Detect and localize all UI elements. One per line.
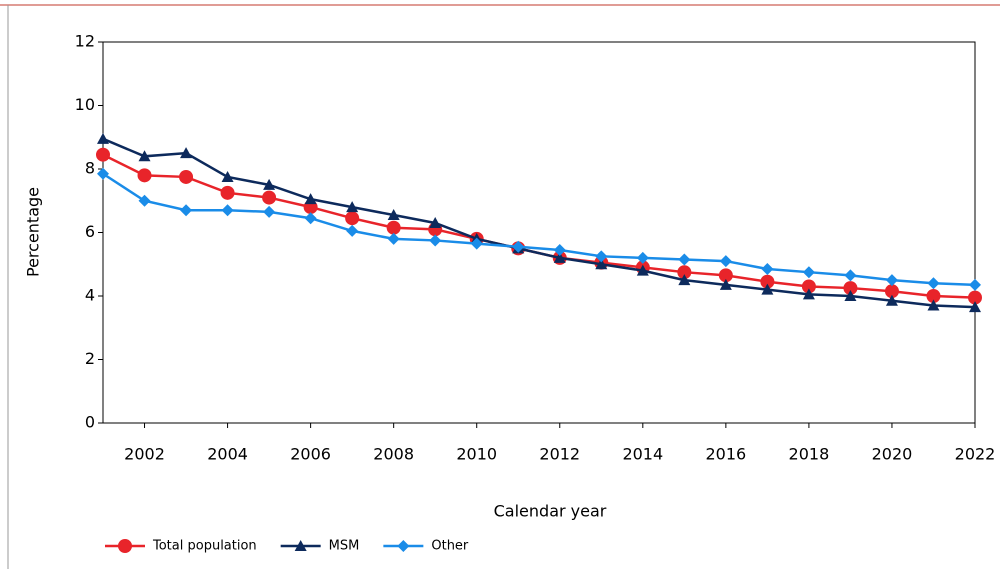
legend-label: Other: [431, 539, 469, 554]
marker: [636, 264, 649, 276]
x-tick-label: 2012: [539, 445, 580, 464]
x-tick-label: 2022: [955, 445, 996, 464]
y-tick-label: 4: [85, 286, 95, 305]
marker: [138, 194, 151, 207]
marker: [553, 251, 566, 263]
marker: [968, 290, 982, 305]
marker: [262, 190, 277, 205]
x-tick-label: 2006: [290, 445, 331, 464]
marker: [470, 237, 483, 250]
x-tick-label: 2010: [456, 445, 497, 464]
series-line: [102, 153, 976, 299]
marker: [138, 150, 151, 162]
marker: [678, 253, 691, 266]
marker: [636, 251, 649, 264]
marker: [512, 240, 525, 253]
marker: [926, 289, 941, 303]
x-tick-label: 2004: [207, 445, 248, 464]
marker: [761, 263, 774, 276]
marker: [969, 301, 981, 313]
marker: [137, 168, 152, 183]
y-tick-label: 12: [75, 32, 95, 51]
marker: [429, 234, 442, 247]
marker: [97, 132, 109, 144]
marker: [304, 212, 317, 225]
marker: [96, 147, 110, 162]
y-tick-label: 0: [85, 413, 95, 432]
marker: [760, 274, 775, 289]
y-axis-label: Percentage: [24, 187, 43, 277]
marker: [304, 193, 317, 205]
marker: [718, 268, 733, 283]
marker: [553, 243, 566, 256]
marker: [346, 224, 359, 237]
series-line: [102, 172, 976, 287]
marker: [263, 178, 276, 190]
marker: [884, 284, 899, 299]
marker: [927, 277, 940, 290]
x-tick-label: 2014: [622, 445, 663, 464]
marker: [885, 274, 898, 287]
marker: [97, 167, 109, 180]
marker: [885, 294, 898, 306]
marker: [220, 185, 235, 200]
legend-label: MSM: [329, 539, 360, 554]
marker: [118, 539, 132, 553]
x-tick-label: 2018: [789, 445, 830, 464]
marker: [180, 204, 193, 217]
marker: [843, 281, 858, 296]
marker: [844, 269, 857, 282]
marker: [386, 220, 401, 235]
marker: [719, 255, 732, 268]
marker: [719, 278, 732, 290]
marker: [387, 209, 400, 221]
marker: [678, 274, 691, 286]
marker: [345, 211, 360, 226]
y-tick-label: 2: [85, 349, 95, 368]
marker: [802, 266, 815, 279]
marker: [801, 279, 816, 294]
marker: [294, 540, 307, 551]
marker: [346, 201, 359, 213]
marker: [927, 299, 940, 311]
marker: [595, 250, 608, 263]
y-tick-label: 10: [75, 95, 95, 114]
marker: [221, 170, 234, 182]
marker: [429, 216, 442, 228]
plot-area: [102, 41, 976, 424]
marker: [263, 205, 276, 218]
marker: [844, 290, 857, 301]
marker: [677, 265, 692, 280]
x-tick-label: 2020: [872, 445, 913, 464]
x-tick-label: 2008: [373, 445, 414, 464]
x-axis-label: Calendar year: [494, 502, 607, 521]
y-tick-label: 8: [85, 159, 95, 178]
marker: [761, 283, 774, 295]
marker: [180, 147, 193, 159]
marker: [595, 258, 608, 270]
marker: [221, 204, 234, 217]
marker: [802, 288, 815, 300]
y-tick-label: 6: [85, 222, 95, 241]
marker: [969, 278, 981, 291]
series-line: [102, 137, 976, 309]
legend-label: Total population: [152, 539, 257, 554]
marker: [387, 232, 400, 245]
marker: [397, 540, 410, 552]
marker: [179, 169, 194, 184]
x-tick-label: 2016: [705, 445, 746, 464]
x-tick-label: 2002: [124, 445, 165, 464]
